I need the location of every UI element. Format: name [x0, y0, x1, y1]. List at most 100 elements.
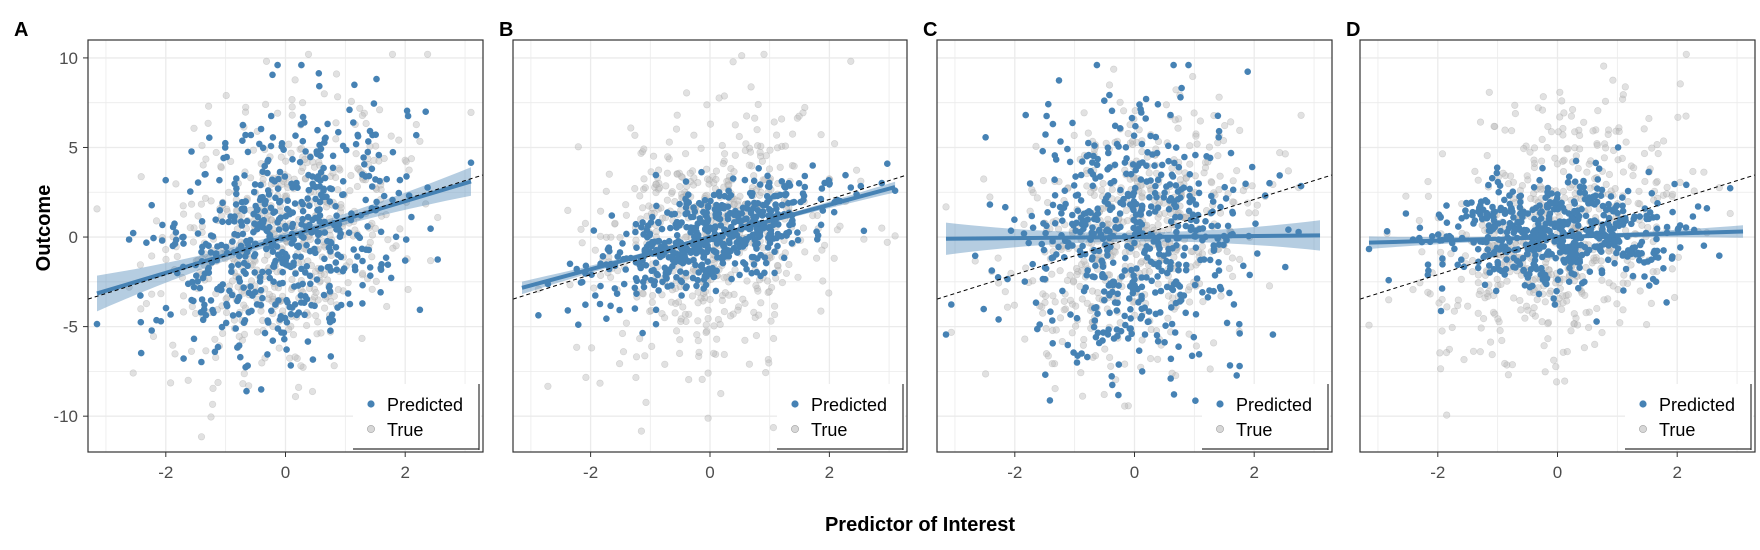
true-point [1100, 390, 1108, 399]
predicted-point [713, 238, 721, 245]
predicted-point [1105, 326, 1112, 333]
predicted-point [1165, 206, 1173, 213]
true-point [1424, 288, 1432, 296]
predicted-point [1087, 167, 1094, 175]
predicted-point [1156, 250, 1163, 258]
predicted-point [1195, 180, 1202, 187]
predicted-point [1099, 337, 1106, 344]
true-point [1084, 129, 1092, 137]
predicted-point [288, 240, 296, 247]
predicted-point [1059, 287, 1066, 295]
predicted-point [1103, 227, 1110, 234]
predicted-point [237, 218, 245, 225]
predicted-point [1186, 171, 1194, 178]
predicted-point [1577, 241, 1585, 249]
predicted-point [1216, 283, 1224, 291]
legend-true-label: True [1236, 420, 1272, 440]
true-point [1531, 195, 1539, 203]
true-point [704, 414, 712, 422]
true-point [1442, 349, 1451, 357]
true-point [1221, 121, 1229, 130]
true-point [1676, 80, 1684, 88]
predicted-point [1099, 273, 1106, 281]
predicted-point [1515, 225, 1522, 233]
predicted-point [298, 221, 305, 228]
predicted-point [1089, 182, 1097, 190]
true-point [1164, 225, 1173, 234]
true-point [564, 206, 572, 214]
true-point [1570, 320, 1578, 328]
true-point [702, 321, 710, 329]
predicted-point [1475, 208, 1482, 215]
true-point [1571, 144, 1579, 152]
predicted-point [235, 261, 242, 269]
predicted-point [685, 258, 692, 265]
true-point [942, 203, 950, 211]
true-point [639, 185, 648, 193]
true-point [304, 50, 313, 58]
predicted-point [1112, 224, 1119, 231]
predicted-point [1683, 181, 1690, 189]
true-point [544, 382, 552, 390]
true-point [833, 226, 842, 234]
true-point [1192, 261, 1200, 269]
true-point [705, 176, 714, 184]
predicted-point [1123, 170, 1130, 178]
true-point [312, 312, 320, 320]
true-point [274, 109, 282, 117]
true-point [1077, 369, 1085, 377]
true-point [223, 207, 231, 215]
predicted-point [1614, 245, 1622, 252]
true-point [1418, 248, 1426, 256]
true-point [1476, 287, 1484, 295]
true-point [1147, 325, 1155, 334]
true-point [662, 182, 670, 190]
true-point [685, 376, 693, 384]
true-point [368, 285, 376, 293]
true-point [731, 121, 739, 129]
predicted-point [346, 106, 353, 114]
predicted-point [1604, 256, 1612, 264]
true-point [1154, 221, 1162, 229]
true-point [1520, 145, 1528, 153]
predicted-point [1229, 186, 1237, 194]
predicted-point [1215, 259, 1222, 266]
true-point [214, 378, 222, 387]
predicted-point [1133, 265, 1140, 272]
true-point [1091, 352, 1100, 360]
true-point [1526, 148, 1534, 156]
true-point [223, 205, 231, 213]
true-point [799, 224, 808, 232]
true-point [753, 126, 761, 134]
true-point [1575, 126, 1583, 134]
predicted-point [596, 300, 604, 308]
true-point [197, 433, 206, 441]
predicted-point [1102, 241, 1109, 249]
true-point [180, 210, 188, 218]
predicted-point [234, 231, 241, 239]
predicted-point [316, 212, 324, 219]
predicted-point [1072, 173, 1079, 180]
predicted-point [710, 273, 717, 281]
predicted-point [1543, 280, 1550, 288]
predicted-point [616, 249, 624, 256]
predicted-point [1042, 229, 1049, 237]
predicted-point [1085, 208, 1093, 215]
y-tick-label: 5 [69, 138, 78, 157]
predicted-point [1172, 299, 1180, 307]
true-point [751, 313, 759, 322]
true-point [1454, 302, 1462, 310]
predicted-point [578, 278, 586, 286]
true-point [695, 348, 703, 356]
true-point [1530, 156, 1538, 164]
true-point [332, 70, 341, 78]
true-point [1545, 290, 1554, 298]
true-point [1592, 126, 1600, 134]
predicted-point [704, 224, 711, 231]
predicted-point [295, 243, 302, 251]
true-point [1105, 353, 1114, 362]
true-point [1571, 128, 1579, 136]
predicted-point [1572, 157, 1580, 165]
true-point [291, 76, 299, 84]
true-point [1645, 114, 1653, 123]
